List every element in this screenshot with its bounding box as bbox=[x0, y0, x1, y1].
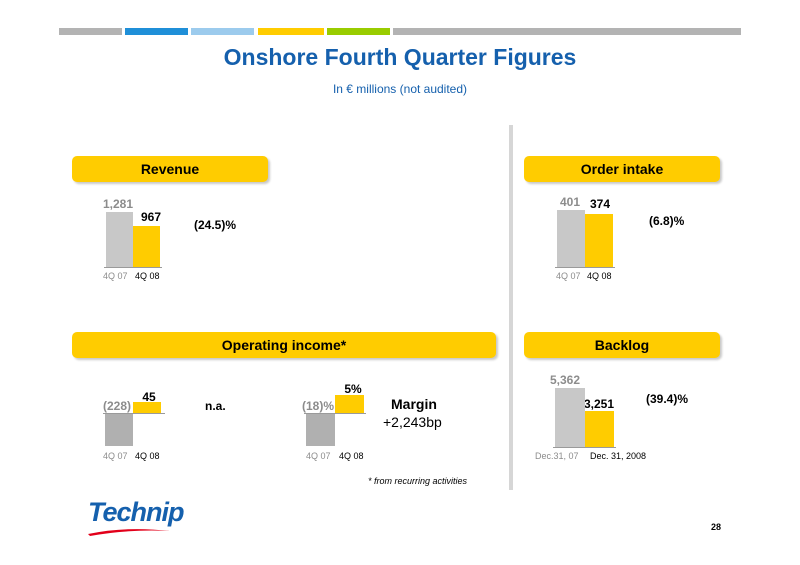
header-bar-6 bbox=[393, 28, 741, 35]
op-income-tick-4q08: 4Q 08 bbox=[135, 451, 160, 461]
op-margin-value-4q07: (18)% bbox=[301, 399, 334, 413]
op-income-value-4q08: 45 bbox=[142, 390, 156, 404]
op-income-bar-4q07 bbox=[105, 413, 133, 446]
page-number: 28 bbox=[711, 522, 722, 532]
order-intake-change: (6.8)% bbox=[649, 214, 685, 228]
revenue-tick-4q07: 4Q 07 bbox=[103, 271, 128, 281]
op-margin-tick-4q08: 4Q 08 bbox=[339, 451, 364, 461]
op-margin-axis bbox=[304, 413, 366, 414]
margin-label: Margin bbox=[391, 396, 437, 412]
backlog-axis bbox=[553, 447, 616, 448]
backlog-header: Backlog bbox=[524, 332, 720, 358]
technip-logo: Technip bbox=[88, 497, 185, 527]
header-bar-1 bbox=[59, 28, 122, 35]
revenue-tick-4q08: 4Q 08 bbox=[135, 271, 160, 281]
op-margin-bar-4q07 bbox=[306, 413, 335, 446]
header-bar-3 bbox=[191, 28, 254, 35]
page-subtitle: In € millions (not audited) bbox=[332, 82, 468, 96]
revenue-change: (24.5)% bbox=[194, 218, 237, 232]
backlog-bar-2007 bbox=[555, 388, 585, 447]
logo-swoosh-icon bbox=[88, 529, 170, 536]
margin-value: +2,243bp bbox=[383, 414, 442, 430]
header-bar-5 bbox=[327, 28, 390, 35]
page-title: Onshore Fourth Quarter Figures bbox=[223, 44, 577, 70]
backlog-value-2008: 3,251 bbox=[583, 397, 615, 411]
revenue-bar-4q08 bbox=[133, 226, 160, 267]
backlog-bar-2008 bbox=[585, 411, 614, 447]
revenue-value-4q08: 967 bbox=[140, 210, 162, 224]
backlog-value-2007: 5,362 bbox=[549, 373, 581, 387]
op-income-axis bbox=[103, 413, 165, 414]
revenue-bar-4q07 bbox=[106, 212, 133, 267]
order-intake-value-4q07: 401 bbox=[559, 195, 581, 209]
header-bar-2 bbox=[125, 28, 188, 35]
order-intake-axis bbox=[555, 267, 615, 268]
op-income-tick-4q07: 4Q 07 bbox=[103, 451, 128, 461]
order-intake-header: Order intake bbox=[524, 156, 720, 182]
op-income-bar-4q08 bbox=[133, 402, 161, 413]
op-income-na: n.a. bbox=[205, 399, 226, 413]
footnote: * from recurring activities bbox=[368, 476, 468, 486]
op-margin-value-4q08: 5% bbox=[344, 382, 362, 396]
revenue-header: Revenue bbox=[72, 156, 268, 182]
header-bar-4 bbox=[258, 28, 324, 35]
order-intake-bar-4q08 bbox=[585, 214, 613, 267]
backlog-change: (39.4)% bbox=[646, 392, 689, 406]
op-income-value-4q07: (228) bbox=[102, 399, 131, 413]
revenue-axis bbox=[104, 267, 162, 268]
backlog-tick-2008: Dec. 31, 2008 bbox=[590, 451, 647, 461]
op-margin-tick-4q07: 4Q 07 bbox=[306, 451, 331, 461]
order-intake-bar-4q07 bbox=[557, 210, 585, 267]
operating-income-header: Operating income* bbox=[72, 332, 496, 358]
order-intake-value-4q08: 374 bbox=[589, 197, 611, 211]
order-intake-tick-4q08: 4Q 08 bbox=[587, 271, 612, 281]
backlog-tick-2007: Dec.31, 07 bbox=[535, 451, 579, 461]
revenue-value-4q07: 1,281 bbox=[102, 197, 134, 211]
vertical-divider bbox=[509, 125, 513, 490]
order-intake-tick-4q07: 4Q 07 bbox=[556, 271, 581, 281]
op-margin-bar-4q08 bbox=[335, 395, 364, 413]
